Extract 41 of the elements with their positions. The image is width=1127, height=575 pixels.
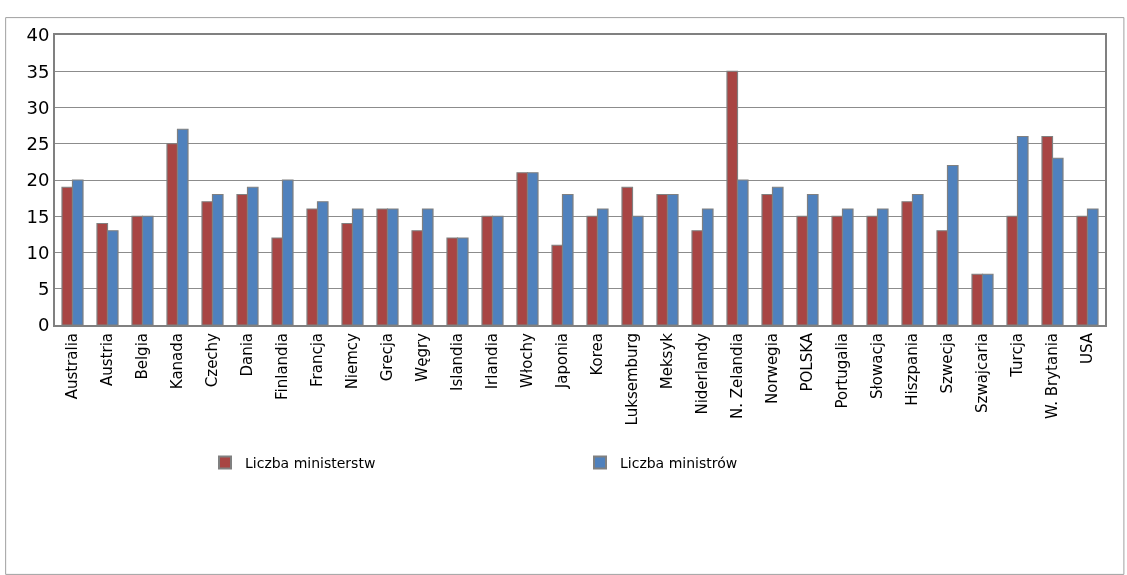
x-tick-label: Niderlandy <box>693 332 712 415</box>
x-tick-label: Islandia <box>448 333 467 391</box>
x-tick-label: Czechy <box>203 332 222 388</box>
x-tick-label: USA <box>1078 332 1097 365</box>
x-tick-label: Belgia <box>133 333 152 380</box>
legend-label: Liczba ministerstw <box>245 454 376 471</box>
legend-label: Liczba ministrów <box>620 454 738 471</box>
x-tick-label: Korea <box>588 333 607 376</box>
y-tick-label: 40 <box>26 24 50 46</box>
y-tick-label: 15 <box>26 205 50 227</box>
y-tick-label: 0 <box>37 314 50 336</box>
x-tick-label: Słowacja <box>868 333 887 400</box>
x-tick-label: N. Zelandia <box>728 333 747 420</box>
x-tick-label: POLSKA <box>798 332 817 392</box>
x-tick-label: Dania <box>238 333 257 377</box>
x-tick-label: Norwegia <box>763 333 782 404</box>
x-tick-label: Finlandia <box>273 333 292 400</box>
x-tick-label: Portugalia <box>833 333 852 409</box>
y-tick-label: 35 <box>26 60 50 82</box>
y-tick-label: 30 <box>26 96 50 118</box>
x-tick-label: Szwajcaria <box>973 333 992 413</box>
x-tick-label: Japonia <box>553 333 572 390</box>
x-tick-label: Kanada <box>168 333 187 390</box>
x-tick-label: Grecja <box>378 333 397 382</box>
x-tick-label: Turcja <box>1008 333 1027 378</box>
x-tick-label: Luksemburg <box>623 333 642 426</box>
x-tick-label: Meksyk <box>658 332 677 390</box>
x-tick-label: Włochy <box>518 332 537 388</box>
x-tick-label: Irlandia <box>483 333 502 390</box>
x-tick-label: W. Brytania <box>1043 333 1062 419</box>
y-tick-label: 5 <box>37 278 50 300</box>
y-tick-label: 25 <box>26 133 50 155</box>
x-tick-label: Francja <box>308 333 327 388</box>
x-tick-label: Hiszpania <box>903 333 922 406</box>
x-tick-label: Szwecja <box>938 333 957 394</box>
x-tick-label: Australia <box>63 333 82 400</box>
x-tick-label: Węgry <box>413 332 432 382</box>
y-tick-label: 10 <box>26 241 50 263</box>
y-tick-label: 20 <box>26 169 50 191</box>
x-tick-label: Austria <box>98 333 117 386</box>
x-tick-label: Niemcy <box>343 332 362 390</box>
